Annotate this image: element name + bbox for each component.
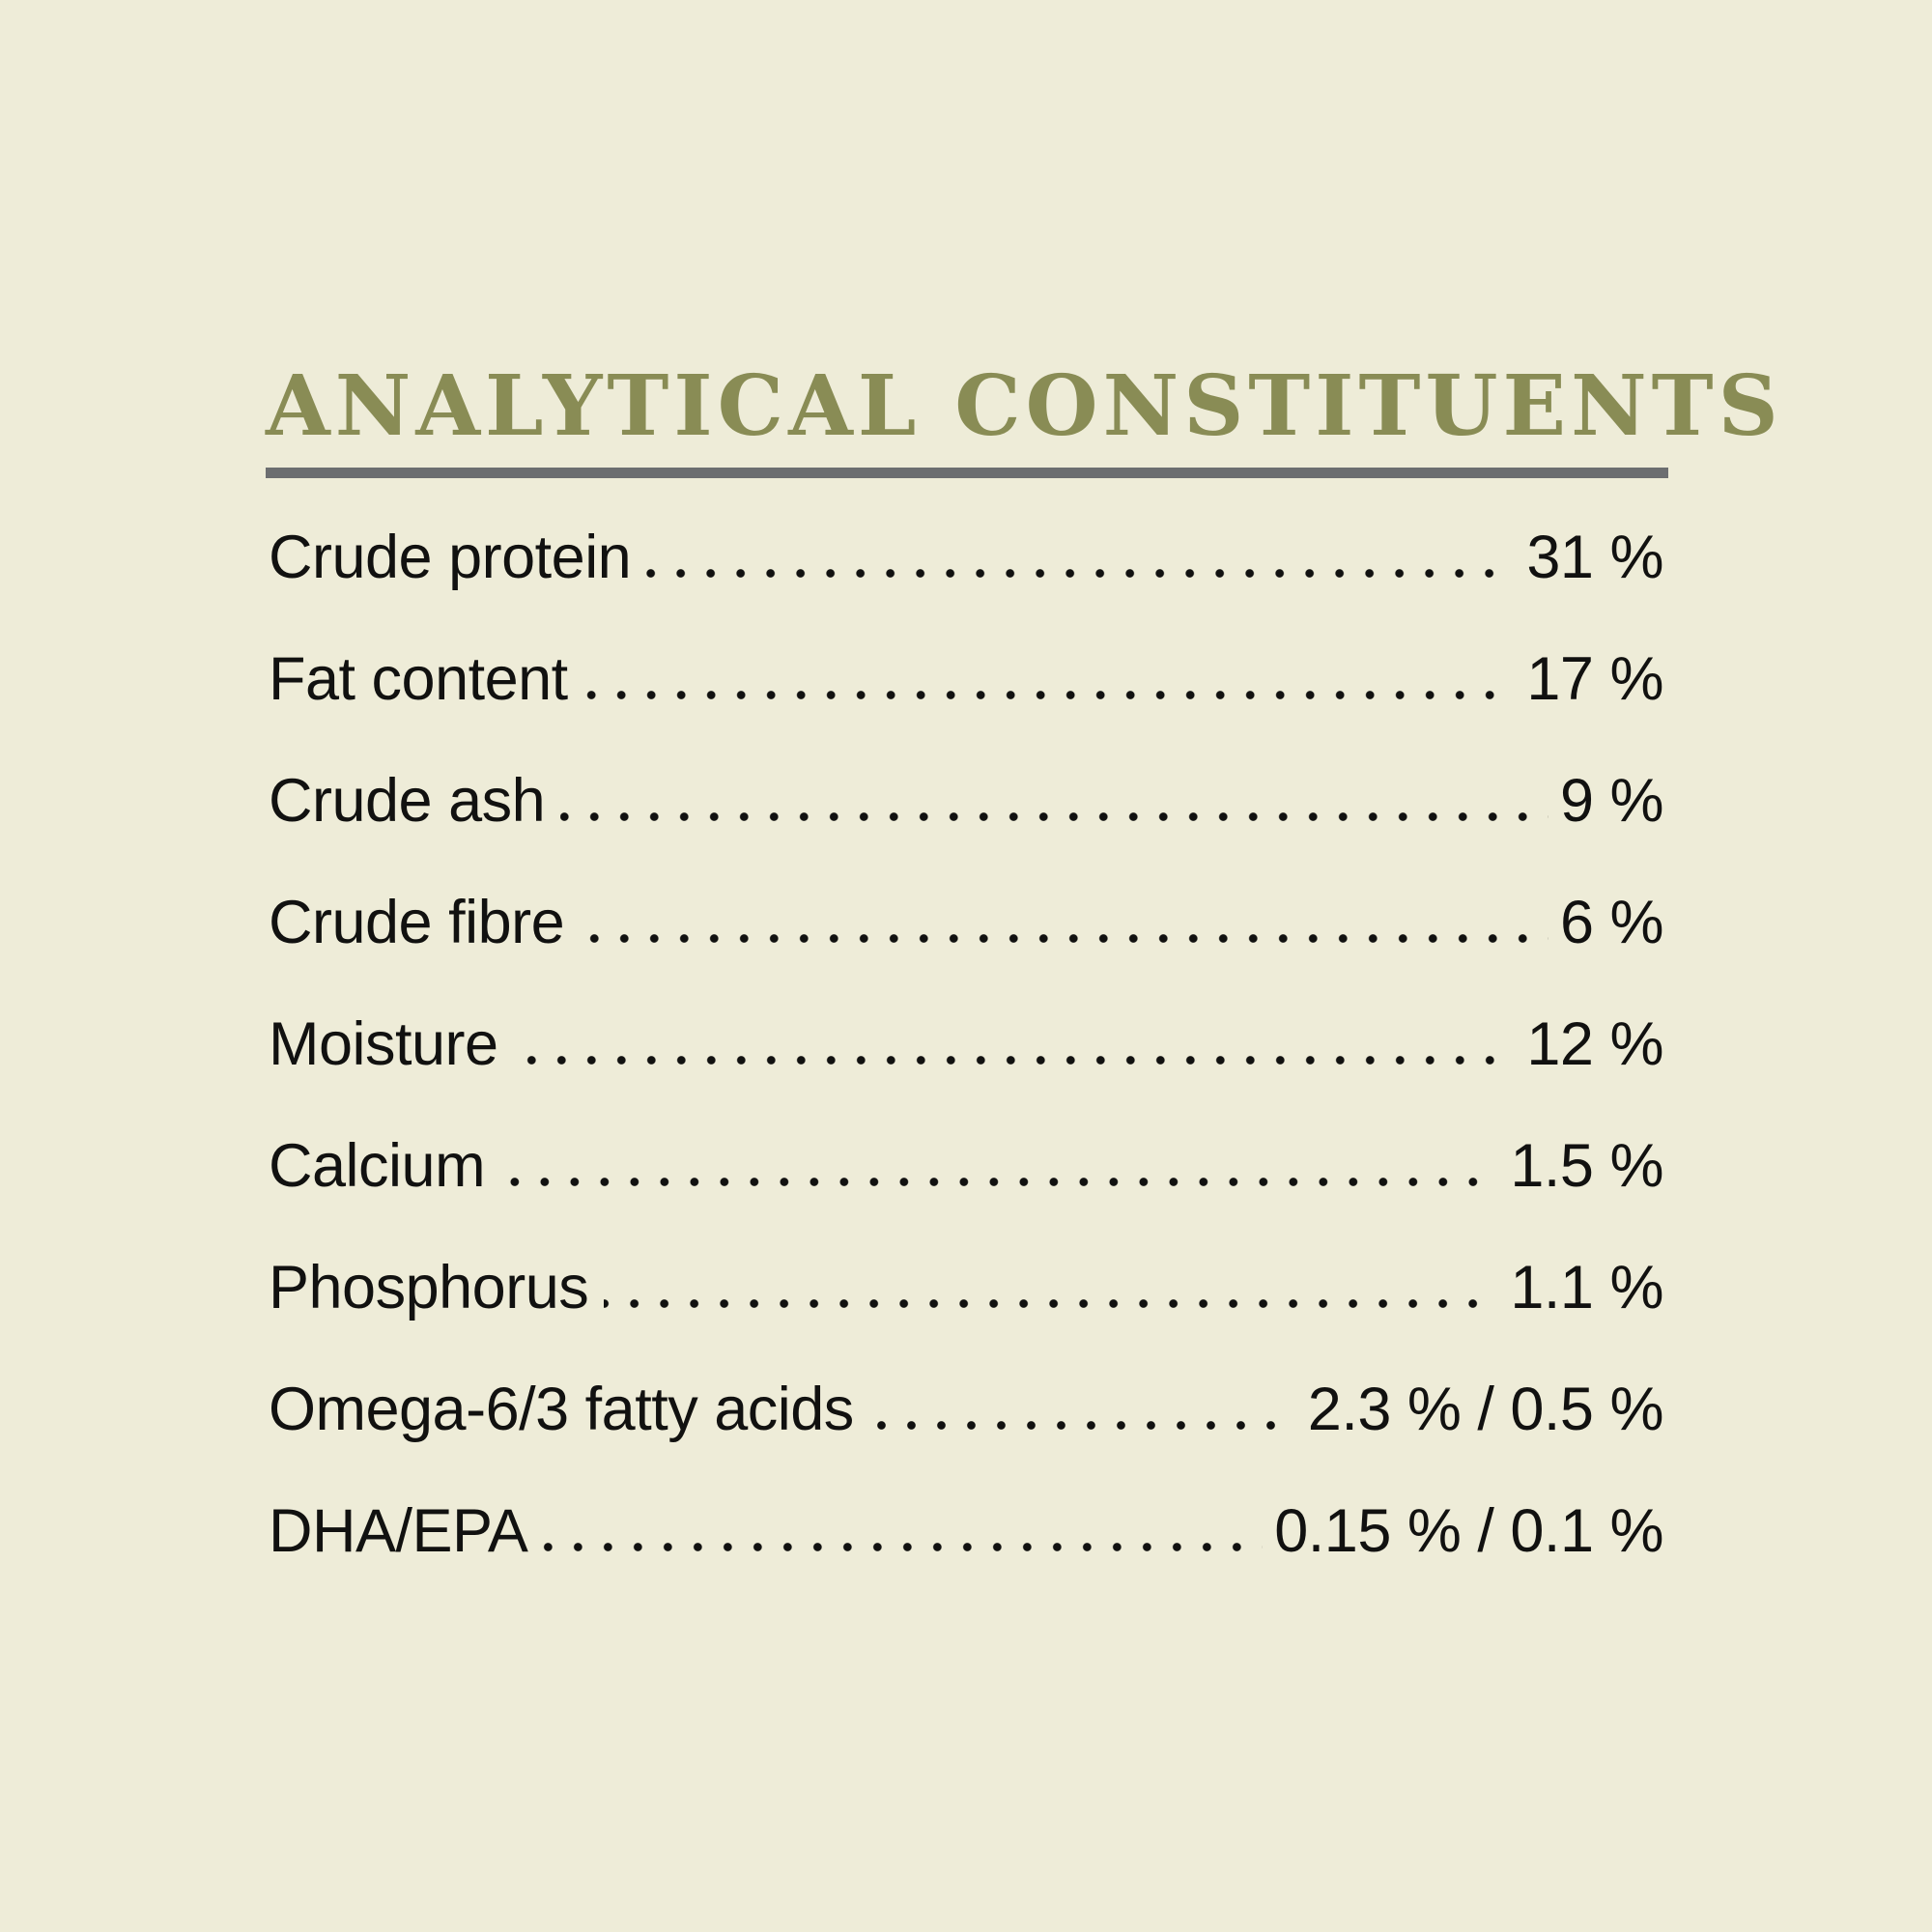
dot-leader <box>604 1299 1499 1308</box>
row-value: 31 % <box>1526 524 1663 591</box>
table-row: Crude ash 9 % <box>269 767 1664 893</box>
row-label: Moisture <box>269 1010 498 1078</box>
row-label: Phosphorus <box>269 1254 589 1321</box>
table-row: Phosphorus 1.1 % <box>269 1258 1663 1379</box>
table-row: Crude fibre 6 % <box>269 889 1664 1014</box>
row-label: Calcium <box>269 1132 486 1200</box>
row-value: 2.3 % / 0.5 % <box>1307 1376 1664 1443</box>
row-value: 1.1 % <box>1510 1254 1663 1321</box>
dot-leader <box>500 1178 1499 1186</box>
dot-leader <box>646 569 1516 578</box>
table-row: Fat content 17 % <box>269 649 1663 771</box>
title-divider <box>266 468 1668 478</box>
row-label: Crude ash <box>269 767 546 835</box>
row-label: Fat content <box>269 645 568 713</box>
table-row: DHA/EPA 0.15 % / 0.1 % <box>269 1501 1663 1623</box>
row-label: Crude fibre <box>269 889 565 956</box>
dot-leader <box>580 934 1548 943</box>
constituents-table: Crude protein 31 % Fat content 17 % Crud… <box>269 527 1664 1623</box>
row-value: 17 % <box>1526 645 1663 713</box>
row-value: 1.5 % <box>1510 1132 1663 1200</box>
row-label: Omega-6/3 fatty acids <box>269 1376 854 1443</box>
dot-leader <box>560 812 1548 821</box>
table-row: Calcium 1.5 % <box>269 1136 1663 1258</box>
row-value: 12 % <box>1526 1010 1663 1078</box>
page-title: ANALYTICAL CONSTITUENTS <box>266 357 1783 455</box>
table-row: Crude protein 31 % <box>269 527 1663 649</box>
dot-leader <box>513 1056 1516 1065</box>
row-value: 9 % <box>1559 767 1664 835</box>
row-label: Crude protein <box>269 524 632 591</box>
table-row: Moisture 12 % <box>269 1014 1663 1136</box>
row-value: 0.15 % / 0.1 % <box>1274 1497 1663 1565</box>
dot-leader <box>543 1543 1264 1551</box>
row-label: DHA/EPA <box>269 1497 528 1565</box>
dot-leader <box>582 691 1516 699</box>
table-row: Omega-6/3 fatty acids 2.3 % / 0.5 % <box>269 1376 1664 1501</box>
dot-leader <box>868 1421 1296 1430</box>
row-value: 6 % <box>1559 889 1664 956</box>
